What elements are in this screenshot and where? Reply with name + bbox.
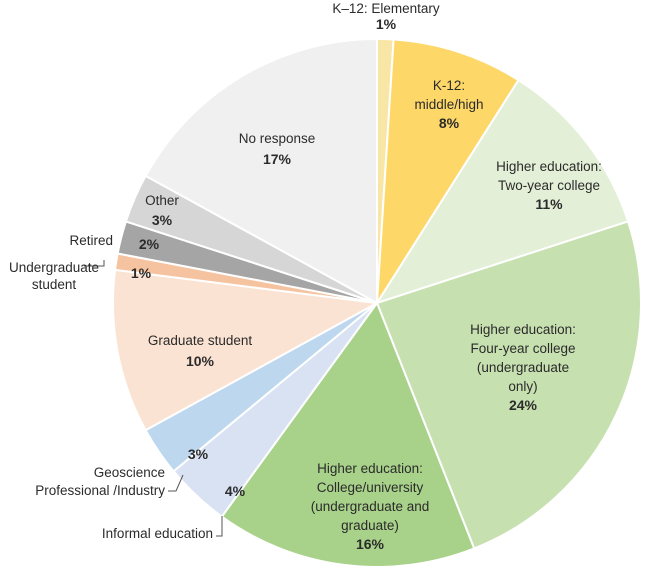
- leader-line: [168, 474, 184, 492]
- label-line: Higher education:: [317, 461, 423, 476]
- label-line: (undergraduate: [477, 360, 569, 375]
- percent-label: 17%: [263, 151, 292, 167]
- label-higher-education-college-university-undergraduate-and-graduate: Higher education: College/university (unde…: [311, 461, 430, 552]
- leader-line: [216, 516, 223, 537]
- label-higher-education-four-year-college-undergraduate-only: Higher education: Four-year college (under…: [470, 322, 576, 413]
- label-graduate-student: Graduate student 10%: [148, 333, 253, 369]
- label-k-12-middle-high: K-12: middle/high 8%: [414, 78, 483, 131]
- percent-label: 1%: [376, 16, 397, 32]
- label-line: graduate): [341, 518, 399, 533]
- percent-label: 4%: [225, 483, 246, 499]
- slice-higher-education-college-university-undergraduate-and-graduate: [220, 300, 476, 568]
- slice-higher-education-two-year-college: [374, 78, 630, 305]
- label-no-response: No response 17%: [239, 131, 316, 167]
- slice-k-12-middle-high: [376, 38, 520, 304]
- label-higher-education-two-year-college: Higher education: Two-year college 11%: [496, 159, 602, 212]
- percent-label: 11%: [535, 196, 563, 212]
- label-line: student: [32, 277, 77, 292]
- label-line: Informal education: [102, 526, 213, 541]
- slice-graduate-student: [112, 268, 381, 432]
- label-line: K–12: Elementary: [332, 1, 440, 16]
- label-line: Geoscience: [94, 465, 165, 480]
- label-retired: Retired 2%: [69, 233, 159, 252]
- label-line: Retired: [69, 233, 113, 248]
- leader-line: [84, 260, 105, 267]
- slice-higher-education-four-year-college-undergraduate-only: [375, 220, 642, 550]
- label-line: only): [508, 379, 537, 394]
- label-line: Higher education:: [470, 322, 576, 337]
- percent-label: 3%: [152, 212, 173, 228]
- label-line: K-12:: [433, 78, 465, 93]
- label-line: Two-year college: [498, 178, 600, 193]
- label-line: (undergraduate and: [311, 499, 430, 514]
- label-geoscience-professional-industry: Geoscience Professional /Industry 3%: [35, 446, 208, 498]
- percent-label: 8%: [439, 115, 460, 131]
- slice-labels: K–12: Elementary1%K-12:middle/high8%High…: [9, 1, 602, 552]
- label-line: Four-year college: [470, 341, 575, 356]
- label-line: Graduate student: [148, 333, 253, 348]
- label-line: Undergraduate: [9, 260, 99, 275]
- percent-label: 2%: [139, 236, 160, 252]
- label-informal-education: Informal education 4%: [102, 483, 246, 541]
- slice-no-response: [144, 37, 378, 305]
- label-line: middle/high: [414, 97, 483, 112]
- percent-label: 24%: [509, 397, 538, 413]
- pie-slices: [112, 37, 642, 568]
- label-other: Other 3%: [145, 193, 179, 228]
- percent-label: 10%: [186, 353, 215, 369]
- label-line: No response: [239, 131, 316, 146]
- leader-lines: [84, 260, 223, 537]
- label-line: Higher education:: [496, 159, 602, 174]
- label-undergraduate-student: Undergraduate student 1%: [9, 260, 152, 292]
- label-line: College/university: [317, 480, 424, 495]
- percent-label: 16%: [356, 536, 385, 552]
- percent-label: 1%: [131, 265, 152, 281]
- label-line: Professional /Industry: [35, 483, 165, 498]
- percent-label: 3%: [188, 446, 209, 462]
- label-line: Other: [145, 193, 179, 208]
